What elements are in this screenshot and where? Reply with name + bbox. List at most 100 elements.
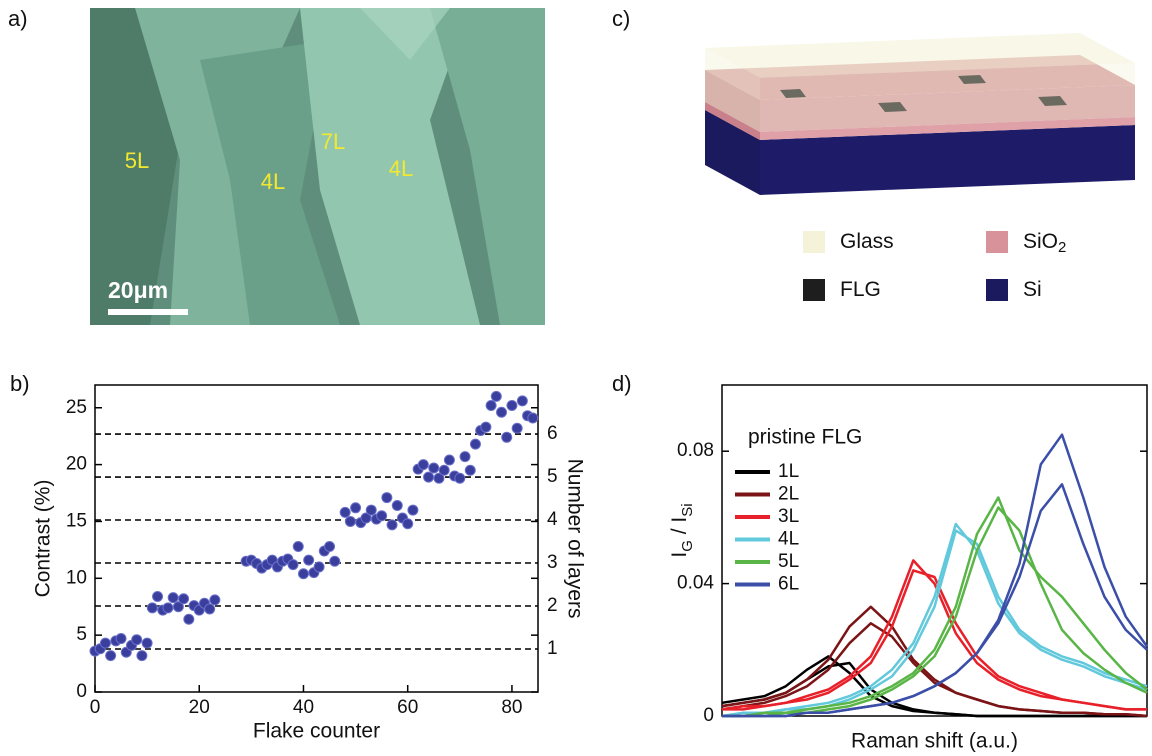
data-point — [387, 520, 397, 530]
y-tick-label: 0 — [76, 681, 87, 702]
legend-text: Glass — [840, 230, 894, 253]
data-point — [465, 465, 475, 475]
data-point — [377, 511, 387, 521]
data-point — [455, 473, 465, 483]
data-point — [153, 591, 163, 601]
y2-tick-label: 6 — [547, 423, 558, 444]
layer-label: 7L — [321, 129, 345, 154]
schematic — [705, 33, 1135, 195]
data-point — [382, 493, 392, 503]
y2-tick-label: 2 — [547, 595, 558, 616]
data-point — [403, 519, 413, 529]
data-point — [481, 422, 491, 432]
data-point — [491, 391, 501, 401]
data-point — [142, 638, 152, 648]
data-point — [288, 560, 298, 570]
y-tick-label: 0.08 — [677, 440, 714, 461]
legend-text: SiO — [1023, 230, 1058, 253]
legend-text: Si — [1023, 278, 1042, 301]
annotation: pristine FLG — [748, 426, 862, 449]
data-point — [351, 503, 361, 513]
y2-tick-label: 5 — [547, 466, 558, 487]
data-point — [512, 423, 522, 433]
data-point — [366, 505, 376, 515]
y2-tick-label: 1 — [547, 638, 558, 659]
data-point — [424, 472, 434, 482]
y-tick-label: 0 — [703, 705, 714, 726]
layer-label: 4L — [389, 156, 413, 181]
data-point — [163, 603, 173, 613]
data-point — [314, 562, 324, 572]
data-point — [517, 396, 527, 406]
y-tick-label: 25 — [66, 397, 87, 418]
legend-label: 1L — [778, 461, 799, 482]
x-tick-label: 80 — [501, 697, 522, 718]
panel-label: b) — [10, 371, 30, 396]
legend-label: FLG — [840, 278, 881, 301]
data-point — [106, 651, 116, 661]
y-tick-label: 15 — [66, 510, 87, 531]
figure: a) 5L 4L 7L 4L 20μm c) GlassSiO2FLGSi b)… — [0, 0, 1152, 756]
data-point — [497, 407, 507, 417]
panel-label: c) — [612, 6, 630, 31]
data-point — [439, 465, 449, 475]
data-point — [116, 634, 126, 644]
data-point — [210, 595, 220, 605]
data-point — [486, 400, 496, 410]
data-point — [460, 452, 470, 462]
legend-swatch — [986, 231, 1008, 253]
x-tick-label: 40 — [293, 697, 314, 718]
legend-label: 5L — [778, 551, 799, 572]
data-point — [100, 638, 110, 648]
legend-label: 2L — [778, 484, 799, 505]
y-tick-label: 0.04 — [677, 573, 714, 594]
data-point — [345, 516, 355, 526]
panel-label: d) — [612, 371, 632, 396]
legend-label: SiO2 — [1023, 230, 1066, 256]
legend-label: Glass — [840, 230, 894, 253]
scale-bar-label: 20μm — [108, 277, 168, 303]
legend-text: FLG — [840, 278, 881, 301]
data-point — [168, 593, 178, 603]
data-point — [470, 439, 480, 449]
legend-label: Si — [1023, 278, 1042, 301]
data-point — [429, 463, 439, 473]
data-point — [528, 413, 538, 423]
layer-label: 4L — [261, 169, 285, 194]
charts: b)0510152025020406080Flake counterContra… — [10, 371, 1147, 753]
y-tick-label: 5 — [76, 624, 87, 645]
legend-swatch — [803, 279, 825, 301]
y2-tick-label: 3 — [547, 552, 558, 573]
data-point — [392, 501, 402, 511]
data-point — [444, 455, 454, 465]
x-axis-label: Flake counter — [253, 720, 380, 743]
x-tick-label: 0 — [90, 697, 101, 718]
y-tick-label: 10 — [66, 567, 87, 588]
data-point — [507, 400, 517, 410]
x-axis-label: Raman shift (a.u.) — [851, 730, 1018, 753]
data-point — [205, 604, 215, 614]
panel-label: a) — [8, 6, 28, 31]
spectrum-line — [722, 663, 1147, 716]
y-label-subscript: Si — [679, 503, 696, 516]
data-point — [304, 555, 314, 565]
y-label-text: / I — [668, 517, 691, 540]
data-point — [502, 432, 512, 442]
x-tick-label: 60 — [397, 697, 418, 718]
data-point — [408, 505, 418, 515]
data-point — [298, 569, 308, 579]
legend-swatch — [803, 231, 825, 253]
layer-label: 5L — [125, 148, 149, 173]
data-point — [325, 541, 335, 551]
legend-label: 4L — [778, 529, 799, 550]
legend-swatch — [986, 279, 1008, 301]
y-label-subscript: G — [679, 540, 696, 552]
y2-axis-label: Number of layers — [563, 459, 586, 619]
legend-label: 6L — [778, 574, 799, 595]
legend-label: 3L — [778, 506, 799, 527]
data-point — [184, 614, 194, 624]
data-point — [137, 651, 147, 661]
y2-tick-label: 4 — [547, 509, 558, 530]
plot-frame — [95, 385, 538, 692]
y-tick-label: 20 — [66, 454, 87, 475]
